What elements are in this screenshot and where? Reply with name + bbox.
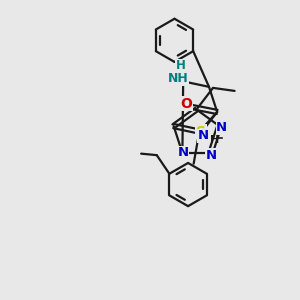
Text: N: N	[206, 149, 217, 162]
Text: S: S	[196, 124, 206, 139]
Text: N: N	[177, 146, 189, 159]
Text: H: H	[209, 136, 219, 146]
Text: N: N	[216, 121, 227, 134]
Text: N: N	[198, 130, 209, 142]
Text: H: H	[176, 59, 186, 72]
Text: NH: NH	[167, 73, 188, 85]
Text: O: O	[180, 97, 192, 111]
